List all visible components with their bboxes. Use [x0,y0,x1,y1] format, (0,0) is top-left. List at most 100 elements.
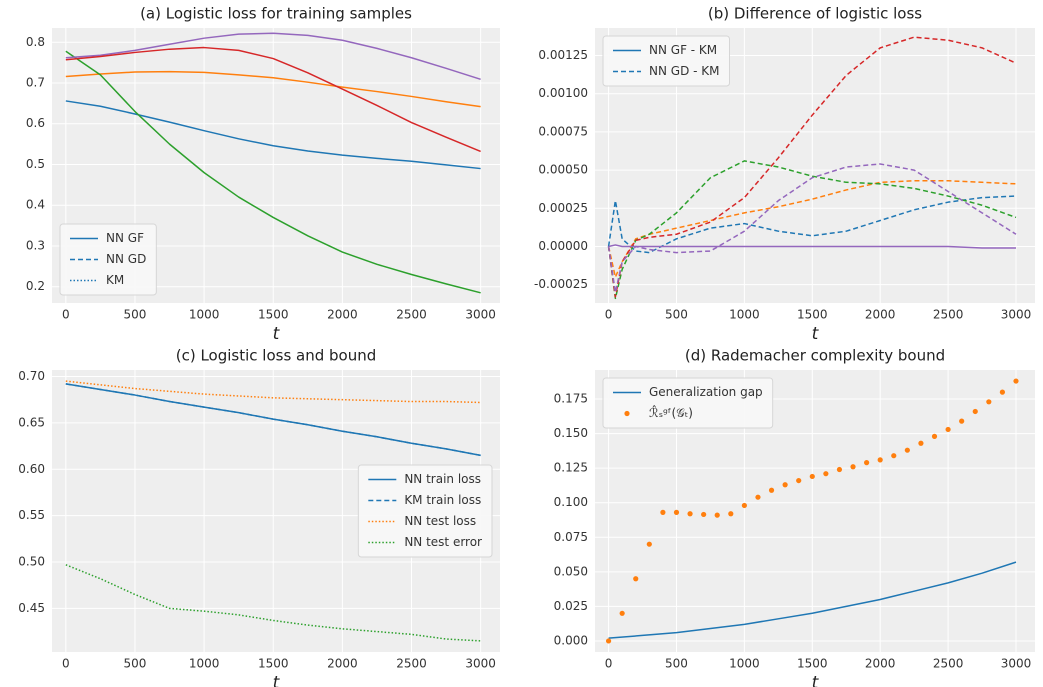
x-tick-label: 1000 [189,657,220,671]
data-point [619,610,625,616]
x-axis-label: t [812,324,820,344]
legend-box [357,464,493,558]
legend-box [602,377,774,429]
x-tick-label: 2000 [327,308,358,322]
data-point [836,466,843,473]
x-tick-label: 500 [665,657,688,671]
x-tick-label: 3000 [1001,308,1032,322]
data-point [687,511,693,517]
data-point [809,473,815,480]
legend: NN train loss KM train loss NN test loss NN… [357,464,493,558]
data-point [660,509,666,515]
legend-label: NN GF [106,231,144,245]
data-line [607,195,1017,254]
y-tick-label: 0.00125 [538,48,588,62]
data-line [608,561,1017,639]
data-line [65,100,481,170]
chart-title: (d) Rademacher complexity bound [685,347,945,365]
data-line [65,70,481,108]
data-point [646,541,652,547]
x-tick-label: 0 [605,657,613,671]
subplot: (d) Rademacher complexity bound t 0 500 1000… [554,347,1035,687]
y-tick-label: 0.100 [554,495,588,509]
data-line [65,383,481,457]
data-line [607,36,1017,298]
data-line [65,46,481,153]
data-point [877,457,883,463]
y-tick-label: 0.65 [18,415,45,429]
legend-label: NN train loss [404,472,481,486]
x-tick-label: 500 [124,657,147,671]
data-point [972,408,978,415]
y-tick-label: 0.55 [18,508,45,522]
x-tick-label: 2000 [327,657,358,671]
legend-label: NN test loss [404,514,476,528]
data-point [605,638,612,644]
y-tick-label: 0.00100 [538,86,588,100]
x-tick-label: 2500 [933,657,964,671]
y-tick-label: -0.00025 [534,277,588,291]
y-tick-label: 0.45 [18,601,45,615]
plot-area [607,36,1017,300]
x-tick-label: 2000 [865,657,896,671]
y-tick-label: 0.075 [554,530,588,544]
x-tick-label: 2000 [865,308,896,322]
x-tick-label: 2500 [396,657,427,671]
data-line [65,32,481,81]
data-point [864,460,870,466]
legend-label: NN GD - KM [649,64,720,78]
x-tick-label: 1000 [729,657,760,671]
y-tick-label: 0.00050 [538,163,588,177]
x-tick-label: 1500 [258,657,289,671]
data-point [823,471,829,477]
y-tick-label: 0.00025 [538,201,588,215]
x-tick-label: 3000 [1001,657,1032,671]
subplot: (c) Logistic loss and bound t 0 500 1000 1500… [18,347,500,687]
y-tick-label: 0.050 [554,564,588,578]
legend-label: NN GF - KM [649,43,717,57]
y-tick-label: 0.6 [26,116,45,130]
plot-area [65,32,481,294]
data-line [607,163,1017,294]
plot-area [605,378,1019,644]
x-axis-label: t [812,673,820,687]
data-line [607,180,1017,278]
y-tick-label: 0.4 [26,198,45,212]
x-tick-label: 3000 [465,308,496,322]
legend-label: NN test error [404,535,482,549]
data-point [999,389,1006,395]
data-point [850,464,856,470]
x-tick-label: 500 [124,308,147,322]
y-tick-label: 0.70 [18,369,45,383]
subplot: (a) Logistic loss for training samples t 0… [26,5,500,344]
y-tick-label: 0.175 [554,392,588,406]
y-tick-label: 0.5 [26,157,45,171]
y-tick-label: 0.025 [554,599,588,613]
data-line [607,160,1017,300]
chart-title: (c) Logistic loss and bound [176,347,377,365]
subplot: (b) Difference of logistic loss t 0 500 1000… [534,5,1035,344]
chart-title: (b) Difference of logistic loss [708,5,922,23]
x-axis-label: t [273,324,281,344]
data-point [904,447,910,453]
legend: Generalization gap ℛ̂ₛᵍᶠ(𝒢ₜ) [602,377,774,429]
data-point [796,477,802,484]
data-point [945,426,951,433]
data-point [986,399,992,405]
y-tick-label: 0.00000 [538,239,588,253]
y-tick-label: 0.000 [554,633,588,647]
x-tick-label: 0 [62,308,70,322]
data-point [741,502,747,509]
data-point [782,482,788,488]
data-point [714,512,720,518]
data-point [1013,378,1019,384]
legend: NN GF NN GD KM [59,223,157,296]
legend-label: Generalization gap [649,385,763,399]
legend-label: KM train loss [404,493,481,507]
chart-title: (a) Logistic loss for training samples [140,5,412,23]
data-point [959,418,965,424]
y-tick-label: 0.125 [554,461,588,475]
x-tick-label: 0 [62,657,70,671]
y-tick-label: 0.7 [26,76,45,90]
